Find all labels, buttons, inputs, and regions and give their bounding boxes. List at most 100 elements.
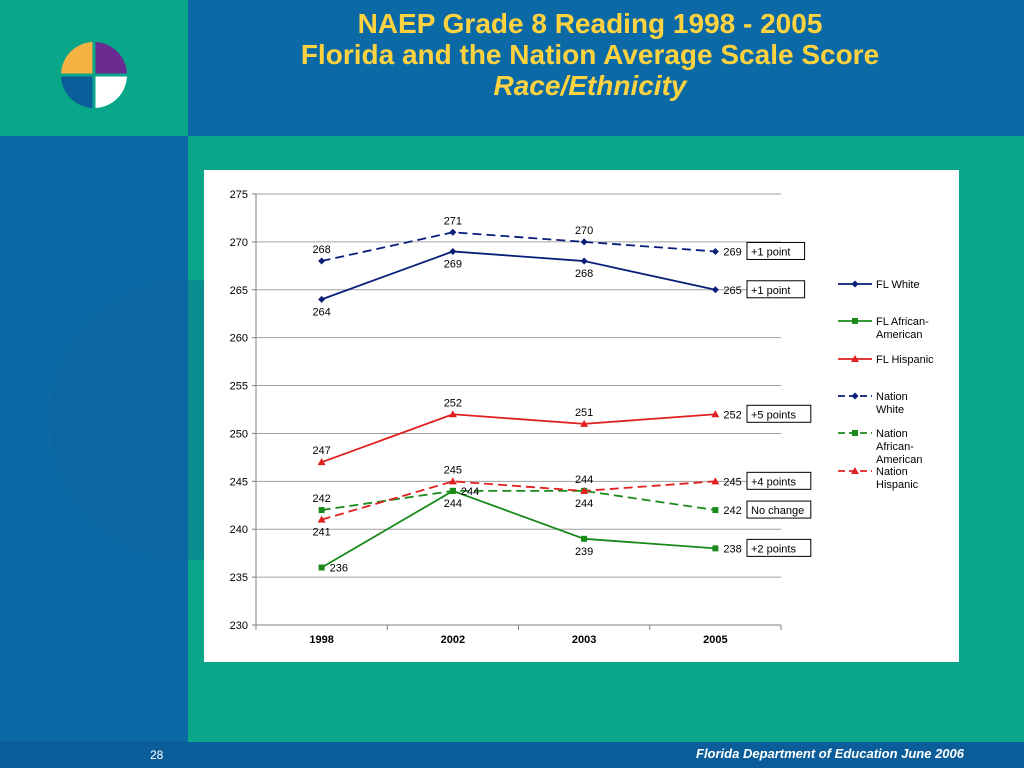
data-label: 244 <box>444 498 462 510</box>
legend-label: FL African- <box>876 316 929 328</box>
data-label: 241 <box>312 527 330 539</box>
legend-marker-nation-hispanic <box>851 467 859 474</box>
data-point-fl-white <box>580 257 588 265</box>
series-line-fl-african-american <box>321 489 716 569</box>
data-label: 245 <box>723 476 741 488</box>
annotation-text: +2 points <box>751 543 796 555</box>
data-label: 252 <box>723 409 741 421</box>
data-point-nation-hispanic <box>317 515 326 523</box>
x-tick-label: 1998 <box>309 634 333 646</box>
data-point-nation-hispanic <box>580 486 589 494</box>
legend-label: White <box>876 404 904 416</box>
data-label: 247 <box>312 445 330 457</box>
data-label: 265 <box>723 285 741 297</box>
annotation-box <box>746 404 812 423</box>
data-point-fl-hispanic <box>580 419 589 427</box>
legend-label: Nation <box>876 428 908 440</box>
data-label: 242 <box>312 493 330 505</box>
data-point-nation-african-american <box>318 507 325 514</box>
y-tick-label: 265 <box>230 285 248 297</box>
data-label: 244 <box>461 486 479 498</box>
legend-label: American <box>876 454 922 466</box>
data-point-fl-hispanic <box>448 410 457 418</box>
data-point-fl-white <box>711 286 719 294</box>
data-label: 264 <box>312 306 330 318</box>
footer-bar <box>0 742 1024 768</box>
legend-label: Hispanic <box>876 479 919 491</box>
data-label: 244 <box>575 498 593 510</box>
data-point-fl-hispanic <box>711 410 720 418</box>
footer-credit: Florida Department of Education June 200… <box>696 746 964 761</box>
data-point-nation-white <box>711 247 719 255</box>
y-tick-label: 230 <box>230 620 248 632</box>
x-tick-label: 2003 <box>572 634 596 646</box>
data-point-fl-white <box>449 247 457 255</box>
data-label: 268 <box>312 244 330 256</box>
legend-label: FL White <box>876 279 920 291</box>
data-point-nation-african-american <box>712 507 719 514</box>
annotation-box <box>746 538 812 557</box>
data-label: 270 <box>575 225 593 237</box>
data-point-nation-hispanic <box>448 477 457 485</box>
data-point-nation-african-american <box>449 487 456 494</box>
series-line-fl-white <box>321 250 716 301</box>
annotation-box <box>746 241 806 260</box>
data-label: 268 <box>575 268 593 280</box>
data-point-nation-hispanic <box>711 477 720 485</box>
slide-title: NAEP Grade 8 Reading 1998 - 2005 Florida… <box>190 8 990 101</box>
legend-label: FL Hispanic <box>876 354 934 366</box>
data-label: 271 <box>444 215 462 227</box>
legend-label: African- <box>876 441 914 453</box>
series-line-nation-hispanic <box>321 480 716 521</box>
data-label: 236 <box>330 563 348 575</box>
data-point-fl-hispanic <box>317 458 326 466</box>
series-line-nation-white <box>321 231 716 262</box>
annotation-text: No change <box>751 505 804 517</box>
y-tick-label: 270 <box>230 237 248 249</box>
data-point-nation-white <box>449 228 457 236</box>
title-line-2: Florida and the Nation Average Scale Sco… <box>300 39 880 70</box>
annotation-text: +4 points <box>751 476 796 488</box>
y-tick-label: 260 <box>230 333 248 345</box>
legend-label: Nation <box>876 466 908 478</box>
x-tick-label: 2005 <box>703 634 727 646</box>
data-label: 245 <box>444 464 462 476</box>
annotation-text: +5 points <box>751 409 796 421</box>
title-line-3: Race/Ethnicity <box>493 70 687 101</box>
series-line-fl-hispanic <box>321 413 716 464</box>
data-label: 251 <box>575 407 593 419</box>
data-label: 269 <box>723 246 741 258</box>
chart-panel: 230 235 240 245 250 255 260 265 270 275 1998 2002 20… <box>204 170 959 662</box>
y-tick-label: 275 <box>230 189 248 201</box>
data-label: 238 <box>723 543 741 555</box>
data-label: 252 <box>444 397 462 409</box>
data-point-fl-african-american <box>318 564 325 571</box>
x-tick-label: 2002 <box>441 634 465 646</box>
y-tick-label: 245 <box>230 476 248 488</box>
title-line-1: NAEP Grade 8 Reading 1998 - 2005 <box>357 8 823 39</box>
data-point-fl-african-american <box>712 545 719 552</box>
y-tick-label: 235 <box>230 572 248 584</box>
legend-label: Nation <box>876 391 908 403</box>
annotation-box <box>746 500 812 519</box>
legend-marker-nation-white <box>851 392 859 400</box>
data-label: 269 <box>444 258 462 270</box>
data-label: 244 <box>575 474 593 486</box>
florida-logo <box>61 42 127 108</box>
data-point-nation-white <box>580 238 588 246</box>
annotation-box <box>746 471 812 490</box>
y-tick-label: 255 <box>230 381 248 393</box>
legend-label: American <box>876 329 922 341</box>
legend-marker-fl-african-american <box>852 318 858 324</box>
data-point-nation-white <box>318 257 326 265</box>
data-label: 242 <box>723 505 741 517</box>
data-point-fl-african-american <box>581 535 588 542</box>
annotation-text: +1 point <box>751 285 790 297</box>
annotation-box <box>746 280 806 299</box>
legend-marker-nation-african-american <box>852 430 858 436</box>
series-line-nation-african-american <box>321 490 716 511</box>
data-label: 239 <box>575 546 593 558</box>
page-number: 28 <box>150 748 164 762</box>
legend-marker-fl-white <box>851 280 859 288</box>
line-chart: 230 235 240 245 250 255 260 265 270 275 1998 2002 20… <box>230 189 935 646</box>
